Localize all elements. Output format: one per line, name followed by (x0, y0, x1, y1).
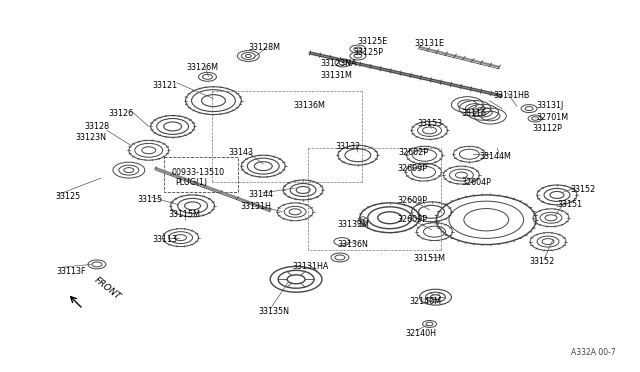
Text: 33125: 33125 (55, 192, 81, 201)
Text: 32140M: 32140M (410, 297, 442, 306)
Text: 33143: 33143 (228, 148, 253, 157)
Text: 33152: 33152 (529, 257, 554, 266)
Text: 33115M: 33115M (169, 210, 201, 219)
Text: 32604P: 32604P (461, 178, 492, 187)
Text: 32701M: 32701M (536, 113, 568, 122)
Text: 33151: 33151 (557, 200, 582, 209)
Text: 33121: 33121 (153, 81, 178, 90)
Text: 33136N: 33136N (338, 240, 369, 248)
Text: 33144M: 33144M (479, 152, 511, 161)
Text: 33113F: 33113F (56, 267, 86, 276)
Text: 33125P: 33125P (354, 48, 384, 57)
Text: 33151M: 33151M (413, 254, 445, 263)
Text: 33153: 33153 (417, 119, 443, 128)
Text: 33131E: 33131E (415, 39, 445, 48)
Text: 33123N: 33123N (75, 134, 106, 142)
Text: 32609P: 32609P (397, 196, 428, 205)
Text: 33135N: 33135N (259, 307, 289, 316)
Text: 33131HA: 33131HA (292, 262, 328, 272)
Text: 33131H: 33131H (241, 202, 271, 211)
Text: 32602P: 32602P (399, 148, 429, 157)
Text: 33131J: 33131J (536, 101, 563, 110)
Text: 33116: 33116 (461, 109, 486, 118)
Text: 33128: 33128 (84, 122, 109, 131)
Bar (164, 157, 238, 192)
Text: 33133M: 33133M (338, 220, 370, 229)
Text: 33144: 33144 (248, 190, 273, 199)
Text: 33123NA: 33123NA (320, 59, 356, 68)
Text: 33128M: 33128M (248, 43, 280, 52)
Text: 33131HB: 33131HB (493, 91, 530, 100)
Text: 00933-13510: 00933-13510 (172, 168, 225, 177)
Text: 33152: 33152 (571, 185, 596, 194)
Text: 33115: 33115 (138, 195, 163, 204)
Text: 33131M: 33131M (320, 71, 352, 80)
Text: 33112P: 33112P (532, 125, 562, 134)
Text: PLUG(1): PLUG(1) (175, 178, 208, 187)
Text: 33113: 33113 (153, 235, 178, 244)
Text: 33125E: 33125E (358, 37, 388, 46)
Text: 33126M: 33126M (187, 63, 219, 72)
Text: 32140H: 32140H (406, 329, 436, 338)
Text: 33136M: 33136M (293, 101, 325, 110)
Text: 32609P: 32609P (397, 215, 428, 224)
Text: 33126: 33126 (109, 109, 134, 118)
Text: 32609P: 32609P (397, 164, 428, 173)
Text: FRONT: FRONT (93, 275, 123, 301)
Text: 33132: 33132 (335, 142, 360, 151)
Text: A332A 00-7: A332A 00-7 (571, 348, 616, 357)
